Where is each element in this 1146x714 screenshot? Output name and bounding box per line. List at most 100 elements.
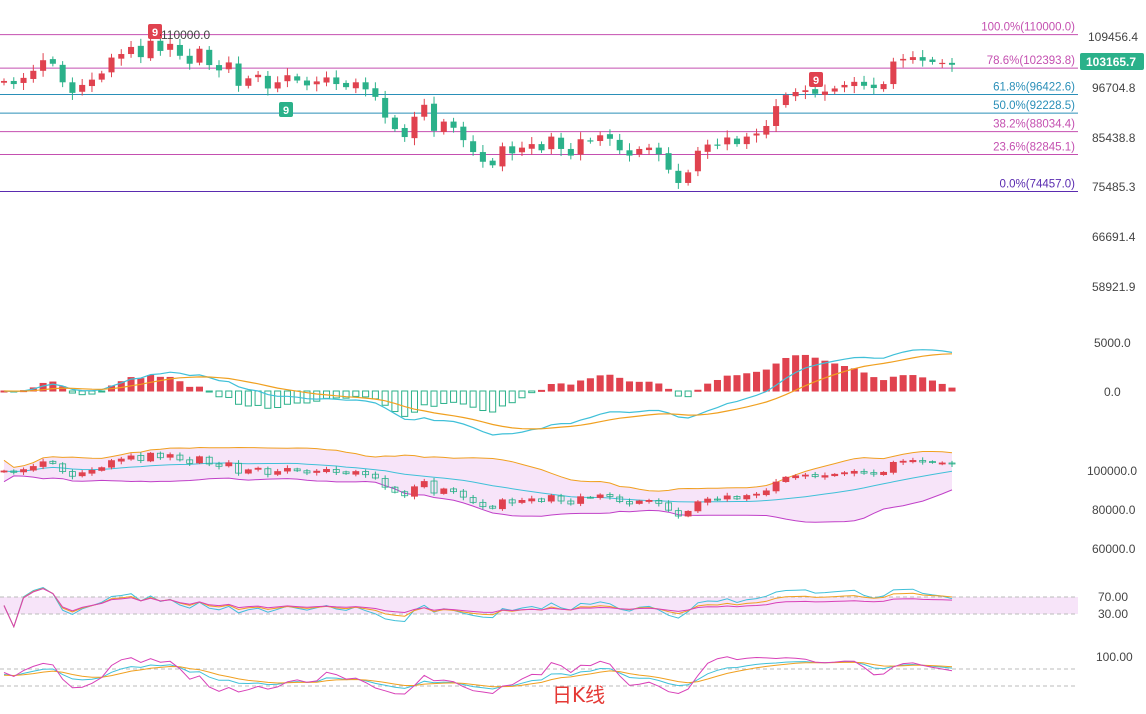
- boll-candle-body: [704, 498, 712, 503]
- boll-candle-body: [645, 500, 653, 502]
- candle-body: [225, 62, 232, 70]
- macd-bar: [792, 355, 800, 392]
- boll-candle-body: [147, 452, 155, 462]
- candle-body: [528, 144, 535, 149]
- boll-panel[interactable]: 100000.0 80000.0 60000.0: [0, 446, 1137, 557]
- boll-candle-body: [176, 454, 184, 461]
- macd-bar: [186, 386, 194, 392]
- boll-candle-body: [137, 455, 145, 461]
- candle-body: [147, 40, 154, 59]
- boll-candle-body: [430, 480, 438, 494]
- macd-histogram: [0, 354, 956, 417]
- macd-bar: [909, 375, 917, 392]
- macd-bar: [528, 390, 536, 394]
- boll-candle-body: [196, 456, 203, 464]
- candle-body: [88, 79, 95, 87]
- macd-bar: [518, 390, 526, 399]
- y-tick: 100.00: [1096, 650, 1133, 664]
- macd-panel[interactable]: 5000.0 0.0: [0, 336, 1131, 436]
- boll-candle-body: [381, 478, 389, 488]
- boll-candle-body: [557, 495, 565, 502]
- boll-candle-body: [78, 472, 86, 477]
- candle-body: [10, 80, 17, 85]
- macd-bar: [606, 374, 614, 392]
- boll-candle-body: [68, 471, 76, 477]
- macd-bar: [547, 384, 555, 392]
- current-price: 103165.7: [1086, 55, 1136, 69]
- boll-candle-body: [371, 473, 379, 479]
- candle-body: [167, 43, 174, 50]
- fib-label: 100.0%(110000.0): [981, 22, 1075, 34]
- macd-bar: [870, 377, 878, 392]
- boll-candle-body: [831, 473, 839, 477]
- macd-bar: [713, 379, 721, 392]
- macd-bar: [59, 386, 67, 392]
- boll-candle-body: [616, 496, 624, 502]
- boll-candle-body: [714, 498, 721, 501]
- boll-candle-body: [39, 461, 47, 467]
- macd-bar: [235, 390, 243, 405]
- boll-candle-body: [723, 495, 731, 500]
- candle-body: [235, 63, 242, 86]
- candle-body: [577, 139, 584, 155]
- macd-bar: [127, 377, 135, 392]
- fib-label: 23.6%(82845.1): [993, 142, 1075, 154]
- boll-candle-body: [59, 463, 67, 472]
- boll-candle-body: [665, 502, 673, 511]
- rsi-panel[interactable]: 70.00 30.00: [0, 587, 1128, 629]
- boll-candle-body: [567, 500, 575, 505]
- candle-body: [323, 77, 330, 83]
- boll-candle-body: [655, 500, 663, 504]
- macd-bar: [821, 360, 829, 392]
- candle-body: [343, 82, 350, 88]
- y-tick: 80000.0: [1092, 503, 1136, 517]
- candle-body: [880, 84, 887, 90]
- macd-bar: [684, 390, 692, 398]
- candle-body: [59, 64, 66, 83]
- candle-body: [655, 147, 662, 155]
- boll-candle-body: [450, 488, 457, 493]
- candle-body: [685, 172, 692, 183]
- boll-candle-body: [283, 468, 291, 472]
- price-panel[interactable]: 100.0%(110000.0) 78.6%(102393.8) 61.8%(964…: [0, 22, 1144, 294]
- macd-bar: [753, 371, 761, 392]
- candle-body: [128, 46, 135, 55]
- candle-body: [675, 170, 682, 183]
- candle-body: [646, 147, 653, 151]
- candle-body: [802, 90, 809, 93]
- fibonacci-lines: 100.0%(110000.0) 78.6%(102393.8) 61.8%(964…: [0, 22, 1078, 193]
- boll-candle-body: [127, 455, 135, 460]
- fib-label: 0.0%(74457.0): [1000, 179, 1076, 191]
- macd-bar: [225, 390, 233, 398]
- macd-bar: [782, 357, 790, 392]
- candle-body: [704, 144, 711, 152]
- boll-candle-body: [743, 495, 751, 500]
- macd-bar: [313, 390, 321, 402]
- price-y-axis: 109456.4 96704.8 85438.8 75485.3 66691.4…: [1088, 30, 1138, 294]
- macd-bar: [508, 390, 516, 404]
- kdj-panel[interactable]: 100.00 日K线: [0, 650, 1133, 707]
- boll-candle-body: [841, 472, 848, 475]
- macd-bar: [430, 390, 438, 407]
- candle-body: [284, 75, 291, 82]
- boll-candle-body: [293, 468, 301, 472]
- boll-candle-body: [684, 510, 692, 517]
- fib-label: 38.2%(88034.4): [993, 119, 1075, 131]
- candle-body: [626, 150, 633, 156]
- boll-candle-body: [29, 466, 37, 471]
- candle-body: [724, 137, 731, 145]
- macd-bar: [342, 390, 350, 399]
- boll-candle-body: [10, 470, 18, 473]
- boll-candle-body: [391, 486, 399, 493]
- macd-bar: [801, 354, 809, 392]
- candle-body: [401, 127, 408, 138]
- boll-candle-body: [850, 470, 858, 474]
- candle-body: [20, 77, 27, 83]
- candle-body: [782, 95, 789, 106]
- macd-bar: [889, 376, 897, 392]
- candle-body: [733, 138, 741, 145]
- macd-bar: [645, 381, 653, 392]
- rsi-line-24: [3, 588, 953, 629]
- candle-body: [440, 121, 447, 132]
